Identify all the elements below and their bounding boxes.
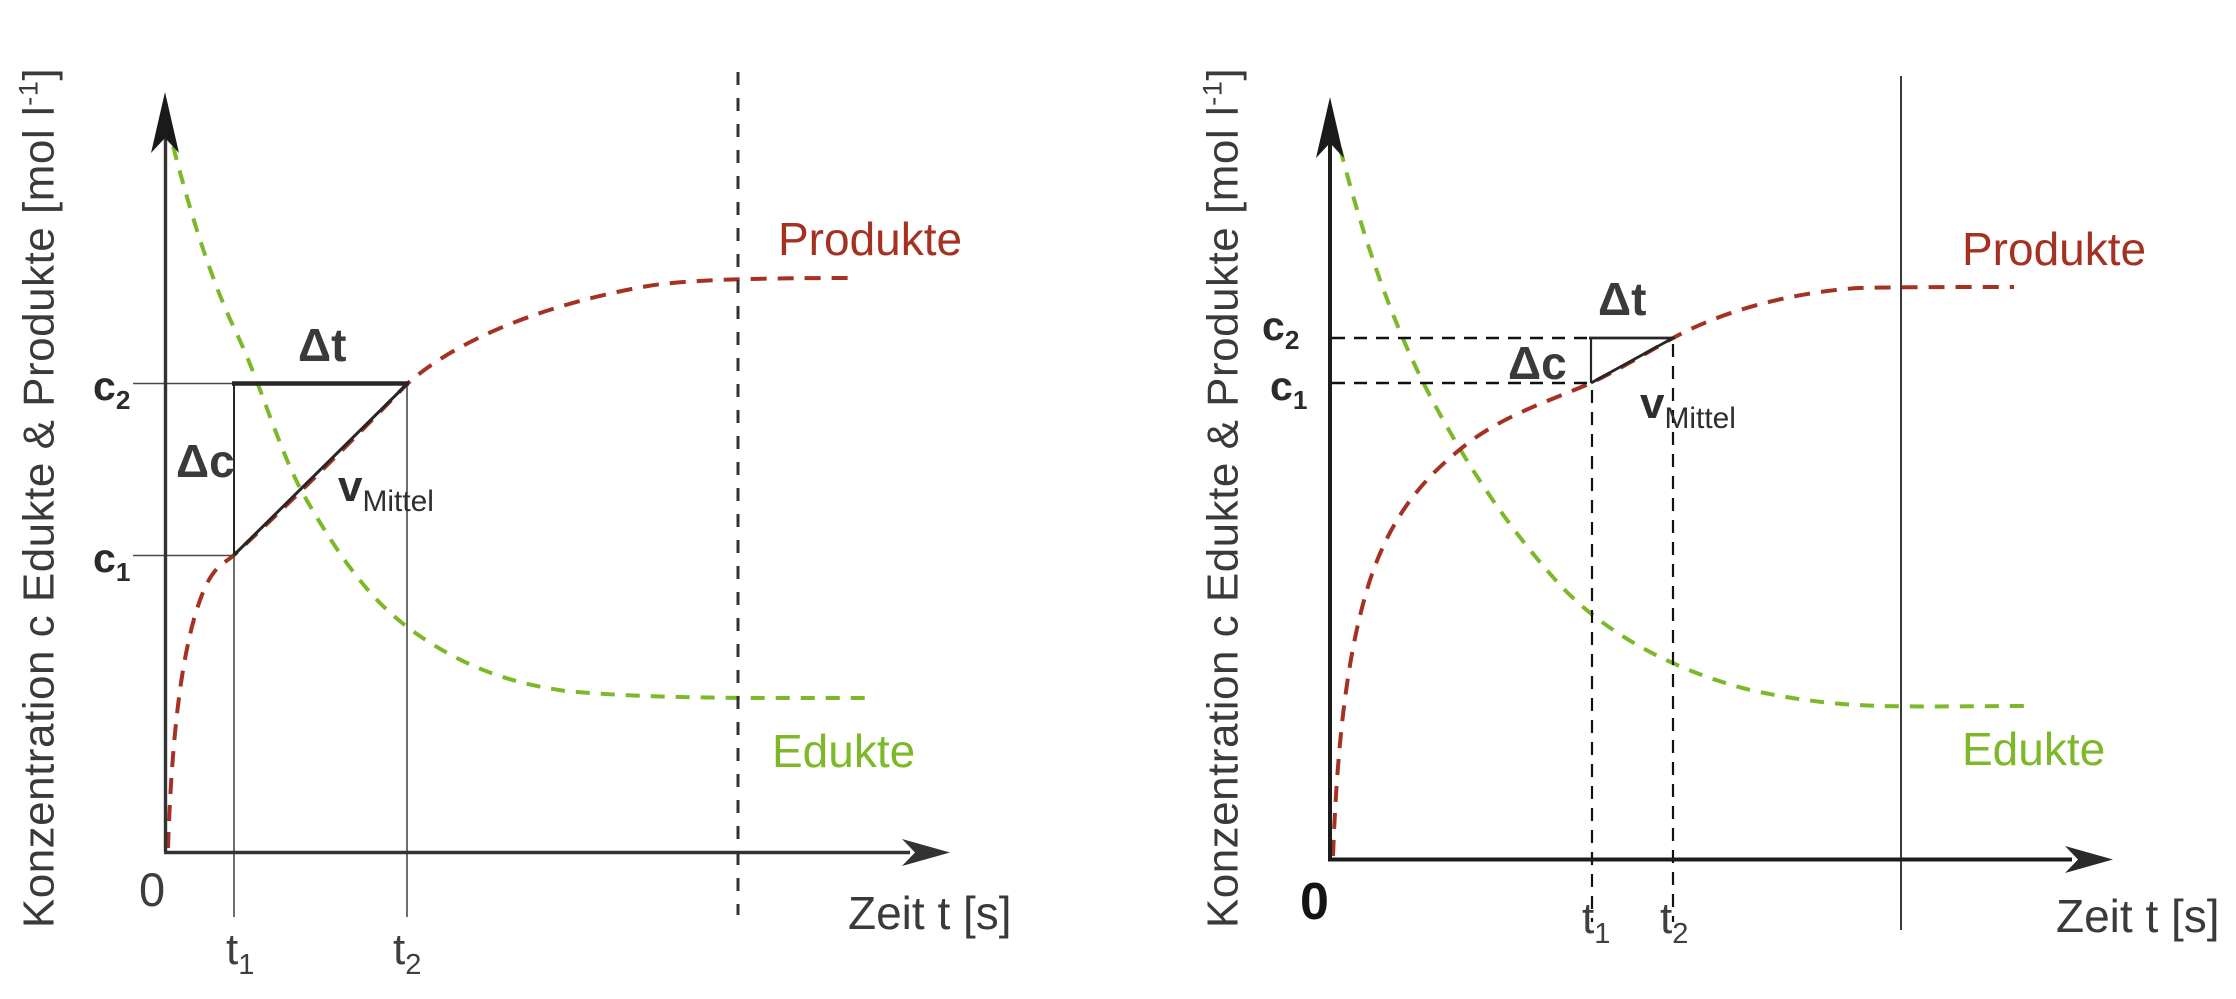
right-v-mittel-label: vMittel	[1640, 379, 1736, 435]
right-chart	[1316, 76, 2113, 930]
left-produkte-curve	[166, 276, 857, 849]
left-x-axis-arrowhead	[902, 839, 950, 866]
left-delta-t-label: Δt	[298, 319, 347, 371]
right-y-axis-arrowhead	[1316, 97, 1344, 158]
right-produkte-curve	[1331, 285, 2015, 857]
right-origin-label: 0	[1300, 873, 1329, 931]
right-t2-label: t2	[1660, 894, 1689, 950]
right-c2-label: c2	[1262, 303, 1300, 356]
left-y-axis-arrowhead	[151, 92, 179, 153]
left-origin-label: 0	[139, 863, 166, 916]
right-produkte-label: Produkte	[1962, 223, 2147, 275]
left-delta-c-label: Δc	[176, 435, 235, 487]
left-v-mittel-label: vMittel	[338, 462, 434, 518]
right-delta-c-label: Δc	[1508, 337, 1567, 389]
right-c1-label: c1	[1270, 363, 1308, 416]
left-secant-line	[232, 382, 409, 557]
right-t1-label: t1	[1582, 894, 1611, 950]
left-c1-label: c1	[93, 535, 131, 588]
left-t1-label: t1	[226, 925, 255, 981]
left-edukte-label: Edukte	[772, 725, 916, 777]
right-x-axis-arrowhead	[2065, 846, 2113, 873]
left-edukte-curve	[165, 121, 867, 701]
left-y-axis-label: Konzentration c Edukte & Produkte [mol l…	[12, 67, 64, 929]
right-edukte-label: Edukte	[1962, 723, 2106, 775]
left-c2-label: c2	[93, 363, 131, 416]
right-x-axis-label: Zeit t [s]	[2056, 890, 2220, 942]
left-t2-label: t2	[393, 925, 422, 981]
left-x-axis-label: Zeit t [s]	[848, 887, 1012, 939]
left-produkte-label: Produkte	[778, 213, 963, 265]
right-secant-line	[1590, 336, 1674, 385]
right-delta-t-label: Δt	[1598, 273, 1647, 325]
left-chart	[133, 72, 950, 917]
right-y-axis-label: Konzentration c Edukte & Produkte [mol l…	[1196, 67, 1248, 929]
